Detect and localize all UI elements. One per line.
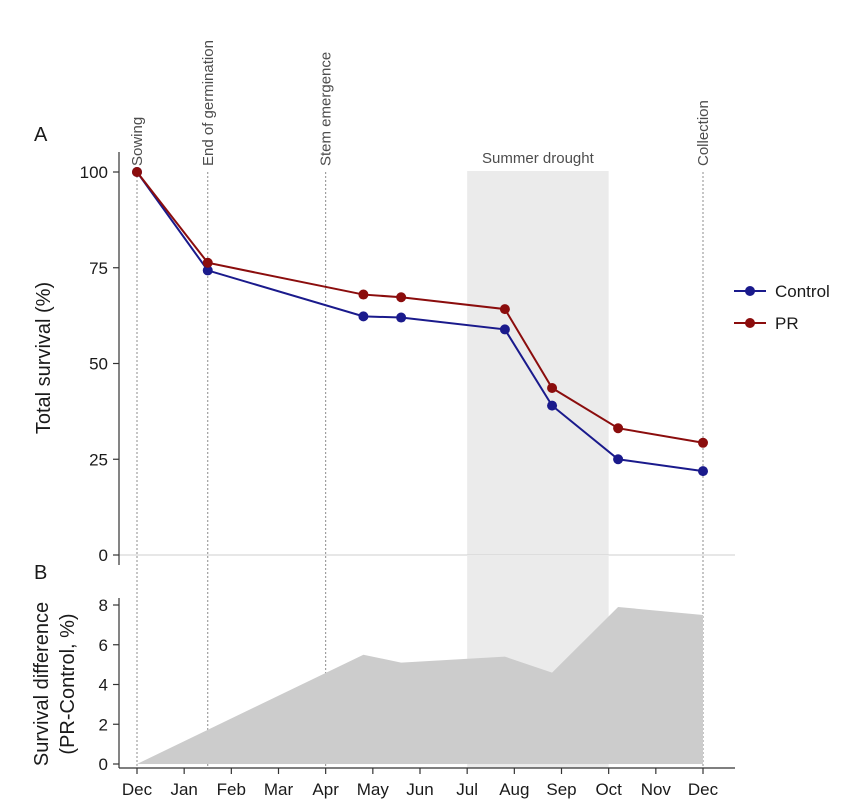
series-point-control-7 [698, 466, 708, 477]
panel-b-x-tick-label-8: Aug [499, 780, 529, 799]
survival-difference-area [137, 606, 703, 764]
event-label-3: Collection [695, 100, 712, 166]
legend-pr-label: PR [775, 314, 799, 333]
series-point-pr-6 [613, 423, 624, 434]
panel-b-y-tick-label-2: 4 [99, 676, 108, 695]
series-point-pr-7 [698, 437, 708, 448]
event-labels-layer: Summer drought Sowing End of germination St… [129, 40, 712, 167]
panel-b-y-tick-label-4: 8 [99, 596, 108, 615]
series-point-pr-2 [358, 289, 369, 300]
series-line-control [136, 171, 704, 473]
legend: Control PR [734, 282, 830, 333]
panel-a: 0 25 50 75 100 Summer drought Sowing End of ge… [33, 40, 735, 768]
panel-b-x-tick-label-10: Oct [595, 780, 622, 799]
legend-pr-marker [745, 318, 755, 328]
panel-b-x-tick-label-6: Jun [406, 780, 433, 799]
panel-b-label: B [34, 562, 47, 584]
series-point-pr-1 [202, 257, 213, 268]
panel-b-x-tick-label-0: Dec [122, 780, 153, 799]
panel-b-x-tick-label-12: Dec [688, 780, 719, 799]
legend-control-label: Control [775, 282, 830, 301]
series-point-control-6 [613, 454, 624, 465]
panel-a-y-tick-label-4: 100 [80, 163, 108, 182]
panel-b-x-tick-label-9: Sep [546, 780, 576, 799]
panel-b: 0 2 4 6 8 Dec Jan Feb Mar Apr May Jun Jul Aug Sep Oct No… [31, 555, 735, 799]
difference-area-layer [137, 555, 703, 768]
panel-b-x-tick-label-7: Jul [456, 780, 478, 799]
panel-a-y-tick-label-0: 0 [99, 546, 108, 565]
series-point-pr-3 [396, 292, 407, 303]
series-point-control-4 [499, 324, 510, 335]
panel-b-x-tick-label-3: Mar [264, 780, 294, 799]
panel-b-axes: 0 2 4 6 8 Dec Jan Feb Mar Apr May Jun Jul Aug Sep Oct No… [99, 596, 735, 799]
series-point-pr-5 [547, 383, 558, 394]
series-line-pr [136, 171, 704, 444]
panel-a-y-tick-label-2: 50 [89, 355, 108, 374]
panel-a-y-tick-label-3: 75 [89, 259, 108, 278]
panel-b-x-tick-label-4: Apr [312, 780, 339, 799]
series-lines-layer [132, 167, 708, 477]
panel-b-y-axis-title-line-2: (PR-Control, %) [57, 613, 79, 754]
series-point-control-1 [202, 265, 213, 276]
event-label-0: Sowing [129, 117, 146, 166]
panel-b-x-tick-label-11: Nov [641, 780, 672, 799]
panel-b-y-tick-label-3: 6 [99, 636, 108, 655]
series-point-control-5 [547, 400, 558, 411]
event-label-2: Stem emergence [318, 52, 335, 166]
panel-a-axes: 0 25 50 75 100 [80, 152, 735, 565]
legend-control-marker [745, 286, 755, 296]
panel-b-x-tick-label-1: Jan [170, 780, 197, 799]
series-point-pr-4 [499, 304, 510, 315]
panel-a-y-axis-title: Total survival (%) [33, 282, 55, 434]
panel-b-x-tick-label-5: May [357, 780, 390, 799]
panel-b-y-tick-label-1: 2 [99, 715, 108, 734]
panel-a-label: A [34, 124, 48, 146]
series-point-control-3 [396, 312, 407, 323]
panel-b-y-tick-label-0: 0 [99, 755, 108, 774]
series-point-pr-0 [132, 167, 142, 177]
panel-a-y-tick-label-1: 25 [89, 450, 108, 469]
series-point-control-2 [358, 311, 369, 322]
panel-b-x-tick-label-2: Feb [217, 780, 246, 799]
summer-drought-label: Summer drought [482, 150, 595, 167]
event-label-1: End of germination [200, 40, 217, 166]
panel-b-y-axis-title-line-1: Survival difference [31, 602, 53, 766]
